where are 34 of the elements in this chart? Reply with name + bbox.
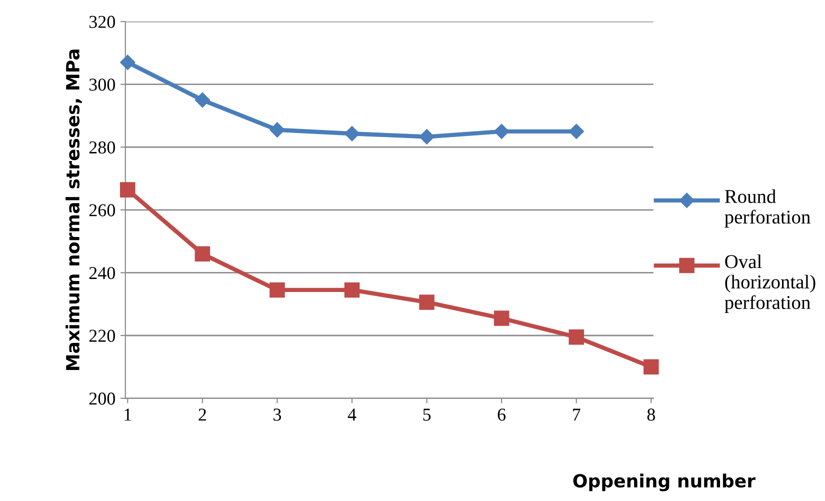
y-axis-title: Maximum normal stresses, MPa [66,50,82,370]
legend-label: Round perforation [724,189,810,228]
x-tick-label: 2 [198,408,206,421]
point [568,329,584,345]
y-tick-label: 260 [89,204,115,216]
y-tick-label: 240 [89,266,115,280]
x-tick-label: 4 [348,408,356,421]
point [494,124,510,139]
point [344,126,360,142]
point [644,359,659,375]
point [419,294,434,310]
y-tick-label: 220 [89,330,115,342]
y-tick-label: 300 [89,78,115,91]
x-tick-label: 5 [423,408,431,421]
x-axis-title: Oppening number [573,474,756,492]
y-tick-label: 200 [89,392,115,405]
y-tick-label: 280 [89,141,115,154]
y-tick-label: 320 [89,16,115,28]
point [270,122,285,138]
x-tick-label: 1 [124,408,132,421]
point [494,310,510,326]
point [419,129,434,144]
x-tick-label: 3 [274,408,282,421]
point [344,282,360,298]
point [270,282,285,298]
point [194,246,210,262]
x-tick-label: 8 [647,408,655,421]
point [194,92,210,108]
point [120,54,136,70]
point [568,124,584,139]
x-tick-label: 7 [573,408,580,421]
x-tick-label: 6 [498,408,506,421]
legend-label: Oval (horizontal) perforation [724,254,816,314]
point [120,182,136,198]
